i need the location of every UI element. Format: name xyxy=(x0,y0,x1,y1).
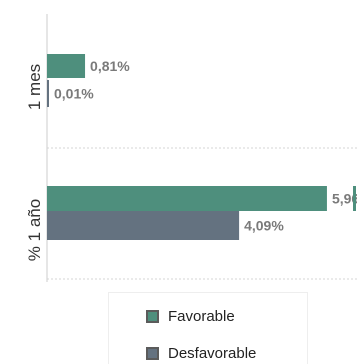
bar-overflow-marker xyxy=(353,186,356,211)
legend: Favorable Desfavorable xyxy=(108,292,308,364)
bar-1-0 xyxy=(47,80,49,107)
bar-0-1 xyxy=(47,186,327,211)
bar-1-1 xyxy=(47,211,240,240)
legend-label-favorable: Favorable xyxy=(168,307,235,325)
chart-area: 1 mes 0,81% 0,01% % 1 año 5,96% 4,09% xyxy=(25,14,357,282)
data-label-1-0: 0,01% xyxy=(54,86,94,102)
category-label-1: % 1 año xyxy=(25,199,44,261)
data-label-0-1: 5,96% xyxy=(332,191,357,207)
legend-swatch-favorable xyxy=(146,309,159,323)
legend-item-favorable[interactable]: Favorable xyxy=(146,306,307,326)
data-label-0-0: 0,81% xyxy=(90,58,130,74)
bar-chart: 1 mes 0,81% 0,01% % 1 año 5,96% 4,09% xyxy=(25,14,357,282)
legend-swatch-desfavorable xyxy=(146,346,159,360)
category-label-0: 1 mes xyxy=(25,64,44,110)
bar-0-0 xyxy=(47,54,86,78)
data-label-1-1: 4,09% xyxy=(244,218,284,234)
legend-label-desfavorable: Desfavorable xyxy=(168,344,257,362)
legend-item-desfavorable[interactable]: Desfavorable xyxy=(146,343,307,363)
